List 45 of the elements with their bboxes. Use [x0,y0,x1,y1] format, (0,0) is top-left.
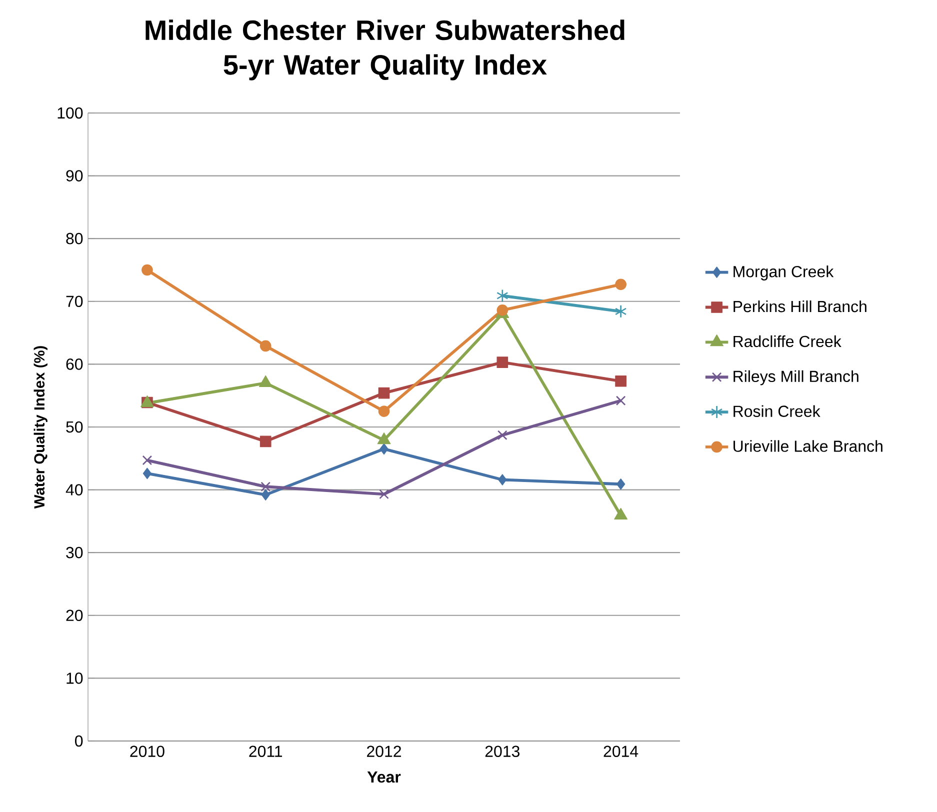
legend-label: Rosin Creek [734,405,820,417]
x-tick-label: 2011 [249,746,282,758]
y-tick-label: 60 [66,358,83,370]
point [615,375,626,387]
x-tick-label: 2014 [604,746,638,758]
point [260,436,272,448]
point [142,455,152,466]
x-tick-label: 2010 [130,746,164,758]
y-tick-label: 10 [66,672,83,684]
point [497,430,508,440]
y-tick-label: 100 [58,107,83,119]
y-axis-title: Water Quality Index (%) [34,346,48,509]
y-tick-label: 20 [66,610,83,622]
chart-title: Middle Chester River Subwatershed 5-yr Water Quality Index [146,20,624,80]
point [496,356,508,368]
y-tick-label: 50 [66,421,83,433]
point [260,340,272,352]
y-tick-label: 30 [66,546,83,558]
y-tick-label: 40 [66,484,83,496]
x-tick-label: 2013 [485,746,520,758]
point [498,474,507,486]
y-tick-label: 90 [66,170,83,182]
point [380,443,388,455]
legend-label: Urieville Lake Branch [734,440,882,452]
y-tick-label: 70 [66,296,83,308]
x-axis-title: Year [367,772,401,783]
legend-label: Morgan Creek [734,266,834,280]
point [378,406,390,417]
y-tick-label: 80 [66,232,83,244]
point [615,278,626,290]
point [142,468,152,480]
legend-label: Rileys Mill Branch [734,370,858,386]
point [379,489,389,500]
legend-label: Perkins Hill Branch [734,300,866,312]
x-tick-label: 2012 [367,746,401,758]
point [378,387,390,399]
point [142,264,153,276]
point [260,482,271,492]
point [614,304,627,318]
point [496,289,508,302]
point [261,489,270,500]
point [616,396,626,406]
y-tick-label: 0 [75,735,83,747]
legend-label: Radcliffe Creek [734,335,842,348]
point [616,478,626,490]
